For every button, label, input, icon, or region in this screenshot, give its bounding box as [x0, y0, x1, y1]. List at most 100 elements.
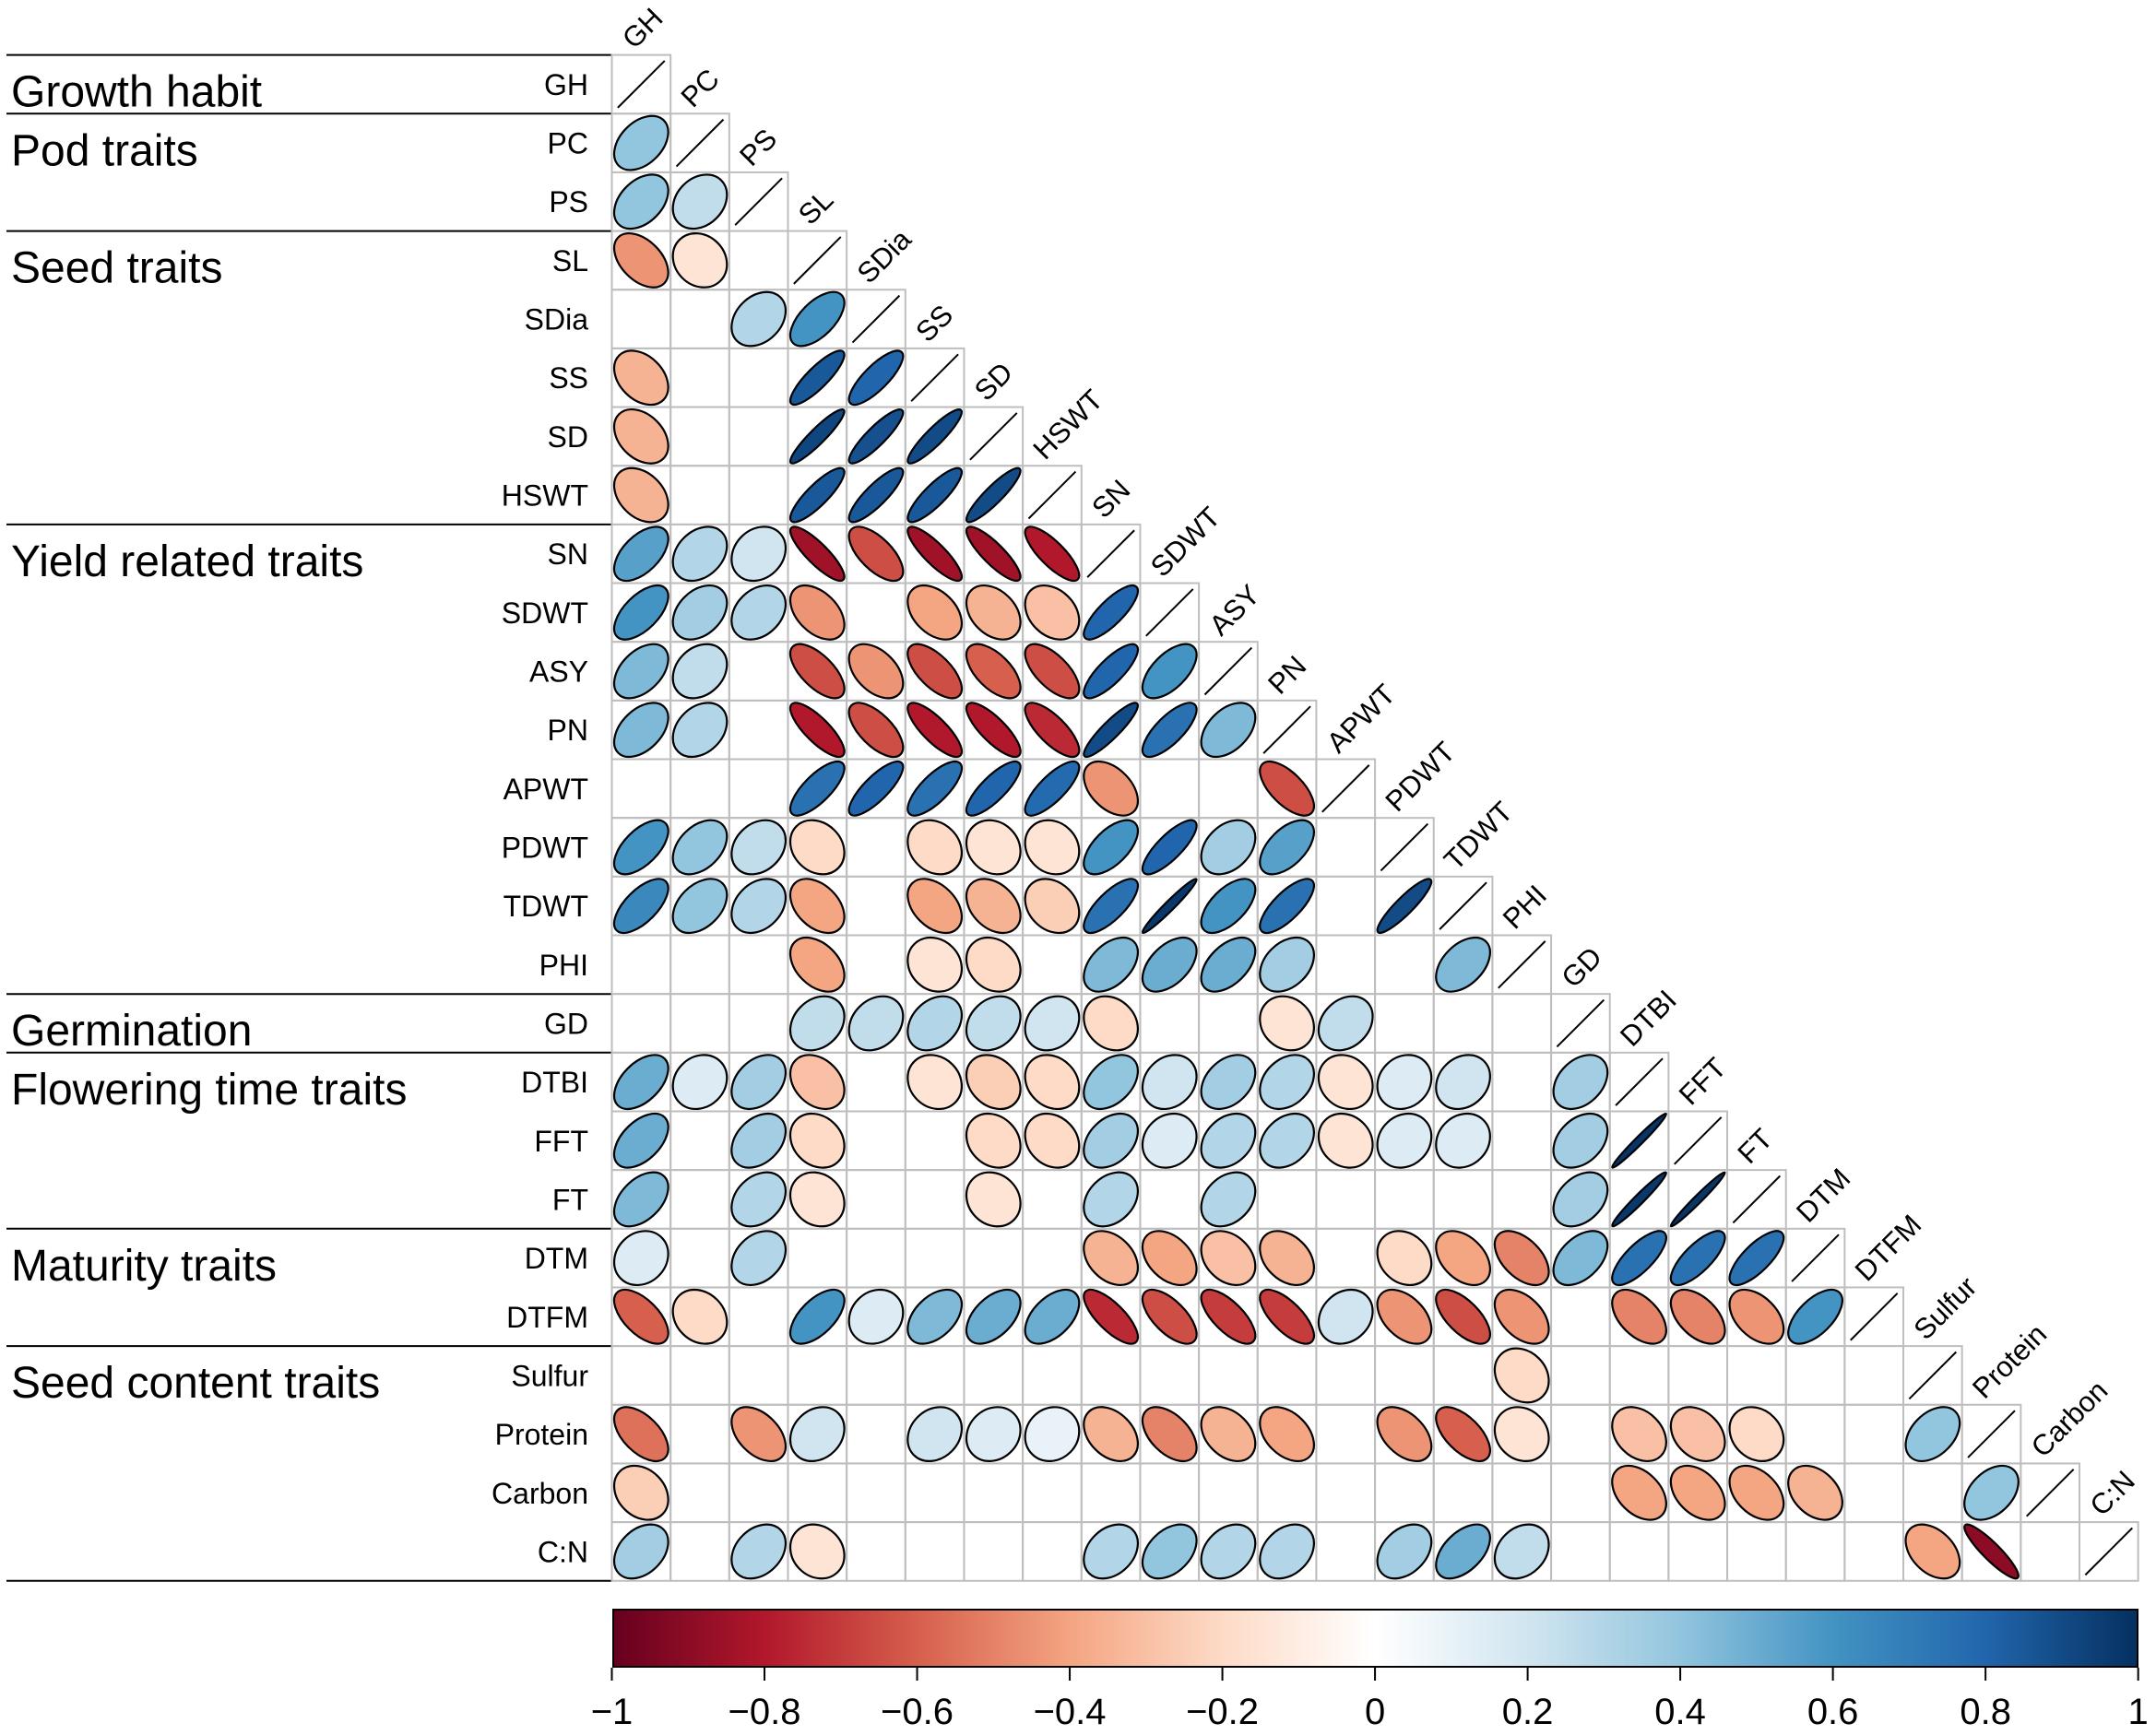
corr-ellipse-hswt-sd [965, 466, 1022, 524]
cell-carbon-sd [963, 1462, 1025, 1524]
corr-ellipse-dtbi-apwt [1317, 1054, 1374, 1111]
cell-ft-tdwt [1432, 1169, 1494, 1230]
column-label-sdwt: SDWT [1144, 501, 1226, 583]
corr-ellipse-hswt-ss [906, 466, 964, 524]
corr-ellipse-fft-sdwt [1141, 1112, 1198, 1169]
corr-ellipse-apwt-sl [788, 760, 846, 817]
corr-ellipse-hswt-gh [612, 466, 669, 524]
group-label-growth-habit: Growth habit [11, 68, 262, 117]
corr-ellipse-sn-ss [906, 525, 964, 583]
diagonal-line-sd [969, 412, 1018, 461]
cell-carbon-sulfur [1902, 1462, 1963, 1524]
corr-ellipse-protein-ps [730, 1406, 788, 1462]
row-label-asy: ASY [529, 655, 588, 689]
corr-ellipse-sulfur-phi [1493, 1347, 1550, 1404]
corr-ellipse-pn-pc [671, 702, 729, 759]
row-label-sulfur: Sulfur [511, 1359, 588, 1392]
corr-ellipse-dtfm-ss [906, 1288, 964, 1345]
cell-sd-pc [669, 406, 730, 467]
corr-ellipse-protein-tdwt [1435, 1406, 1491, 1462]
corr-ellipse-pn-ss [906, 702, 964, 759]
corr-ellipse-dtbi-pn [1259, 1054, 1315, 1111]
corr-ellipse-pdwt-gh [612, 819, 669, 876]
cell-c-n-hswt [1022, 1521, 1083, 1582]
corr-ellipse-dtfm-gh [612, 1288, 669, 1345]
cell-apwt-gh [610, 758, 672, 820]
corr-ellipse-fft-pn [1259, 1112, 1315, 1169]
corr-ellipse-dtfm-sdwt [1141, 1288, 1198, 1345]
corr-ellipse-pn-sdia [847, 702, 905, 759]
corr-ellipse-sl-gh [612, 232, 669, 289]
row-label-pdwt: PDWT [502, 832, 588, 865]
diagonal-line-sulfur [1908, 1351, 1958, 1400]
colorbar-tick-label: −0.4 [1034, 1692, 1107, 1732]
corr-ellipse-pdwt-pn [1259, 819, 1315, 876]
row-label-sdwt: SDWT [502, 596, 588, 630]
row-label-dtm: DTM [525, 1242, 588, 1275]
cell-pdwt-sdia [846, 817, 906, 878]
diagonal-line-pn [1262, 705, 1311, 754]
column-label-ss: SS [909, 299, 959, 348]
cell-gd-pc [669, 993, 730, 1054]
row-label-sdia: SDia [525, 303, 589, 336]
corr-ellipse-sdwt-gh [612, 584, 669, 641]
cell-carbon-sl [787, 1462, 848, 1524]
cell-dtm-sdia [846, 1227, 906, 1289]
corr-ellipse-tdwt-sdwt [1141, 878, 1198, 935]
corr-ellipse-protein-sl [788, 1406, 846, 1462]
corr-ellipse-fft-asy [1200, 1112, 1257, 1169]
cell-c-n-sd [963, 1521, 1025, 1582]
cell-sulfur-asy [1198, 1345, 1259, 1406]
corr-ellipse-tdwt-gh [612, 878, 669, 935]
corr-ellipse-asy-sdia [847, 643, 905, 700]
column-label-sdia: SDia [851, 222, 918, 289]
cell-protein-sdia [846, 1403, 906, 1465]
group-label-pod-traits: Pod traits [11, 126, 198, 175]
cell-c-n-dtbi [1608, 1521, 1670, 1582]
corr-ellipse-fft-apwt [1317, 1112, 1374, 1169]
corr-ellipse-dtm-gh [612, 1230, 669, 1287]
colorbar-tick-label: 0.6 [1807, 1692, 1859, 1732]
row-label-pn: PN [548, 714, 588, 747]
cell-dtm-sl [787, 1227, 848, 1289]
cell-carbon-tdwt [1432, 1462, 1494, 1524]
corr-ellipse-phi-sdwt [1141, 936, 1198, 993]
cell-fft-phi [1491, 1110, 1553, 1172]
corr-ellipse-ft-gd [1552, 1171, 1609, 1228]
corr-ellipse-dtbi-gd [1552, 1054, 1609, 1111]
corr-ellipse-tdwt-hswt [1024, 878, 1081, 935]
column-label-tdwt: TDWT [1438, 796, 1519, 877]
cell-phi-pdwt [1374, 934, 1435, 996]
cell-dtm-pc [669, 1227, 730, 1289]
cell-apwt-ps [728, 758, 789, 820]
corr-ellipse-dtm-fft [1669, 1230, 1726, 1287]
corr-ellipse-tdwt-ss [906, 878, 964, 935]
corr-ellipse-pn-hswt [1024, 702, 1081, 759]
corr-ellipse-tdwt-sn [1083, 878, 1139, 935]
corr-ellipse-c-n-sulfur [1904, 1523, 1961, 1580]
column-label-sulfur: Sulfur [1907, 1270, 1983, 1346]
corr-ellipse-gd-ss [906, 995, 964, 1052]
corr-ellipse-ft-gh [612, 1171, 669, 1228]
corr-ellipse-tdwt-pdwt [1376, 878, 1433, 935]
corr-ellipse-ft-fft [1669, 1171, 1726, 1228]
colorbar-tick-label: 0.8 [1960, 1692, 2011, 1732]
row-labels: GH PC PS SL SDia SS SD HSWT SN SDWT ASY PN APWT PDWT T… [492, 68, 588, 1569]
cell-ss-ps [728, 347, 789, 408]
column-label-fft: FFT [1673, 1051, 1733, 1111]
cell-protein-gd [1550, 1403, 1611, 1465]
corr-ellipse-gd-sn [1083, 995, 1139, 1052]
column-label-carbon: Carbon [2025, 1375, 2115, 1464]
cell-sulfur-gd [1550, 1345, 1611, 1406]
corr-ellipse-sdwt-ps [730, 584, 788, 641]
corr-ellipse-fft-tdwt [1435, 1112, 1491, 1169]
cell-sd-ps [728, 406, 789, 467]
corr-ellipse-ss-sdia [847, 349, 905, 407]
corr-ellipse-sn-sd [965, 525, 1022, 583]
colorbar-tick-label: −0.6 [881, 1692, 954, 1732]
corr-ellipse-asy-gh [612, 643, 669, 700]
row-label-ss: SS [549, 361, 588, 395]
corr-ellipse-c-n-pdwt [1376, 1523, 1433, 1580]
cell-carbon-ss [904, 1462, 965, 1524]
diagonal-line-dtm [1791, 1233, 1840, 1282]
